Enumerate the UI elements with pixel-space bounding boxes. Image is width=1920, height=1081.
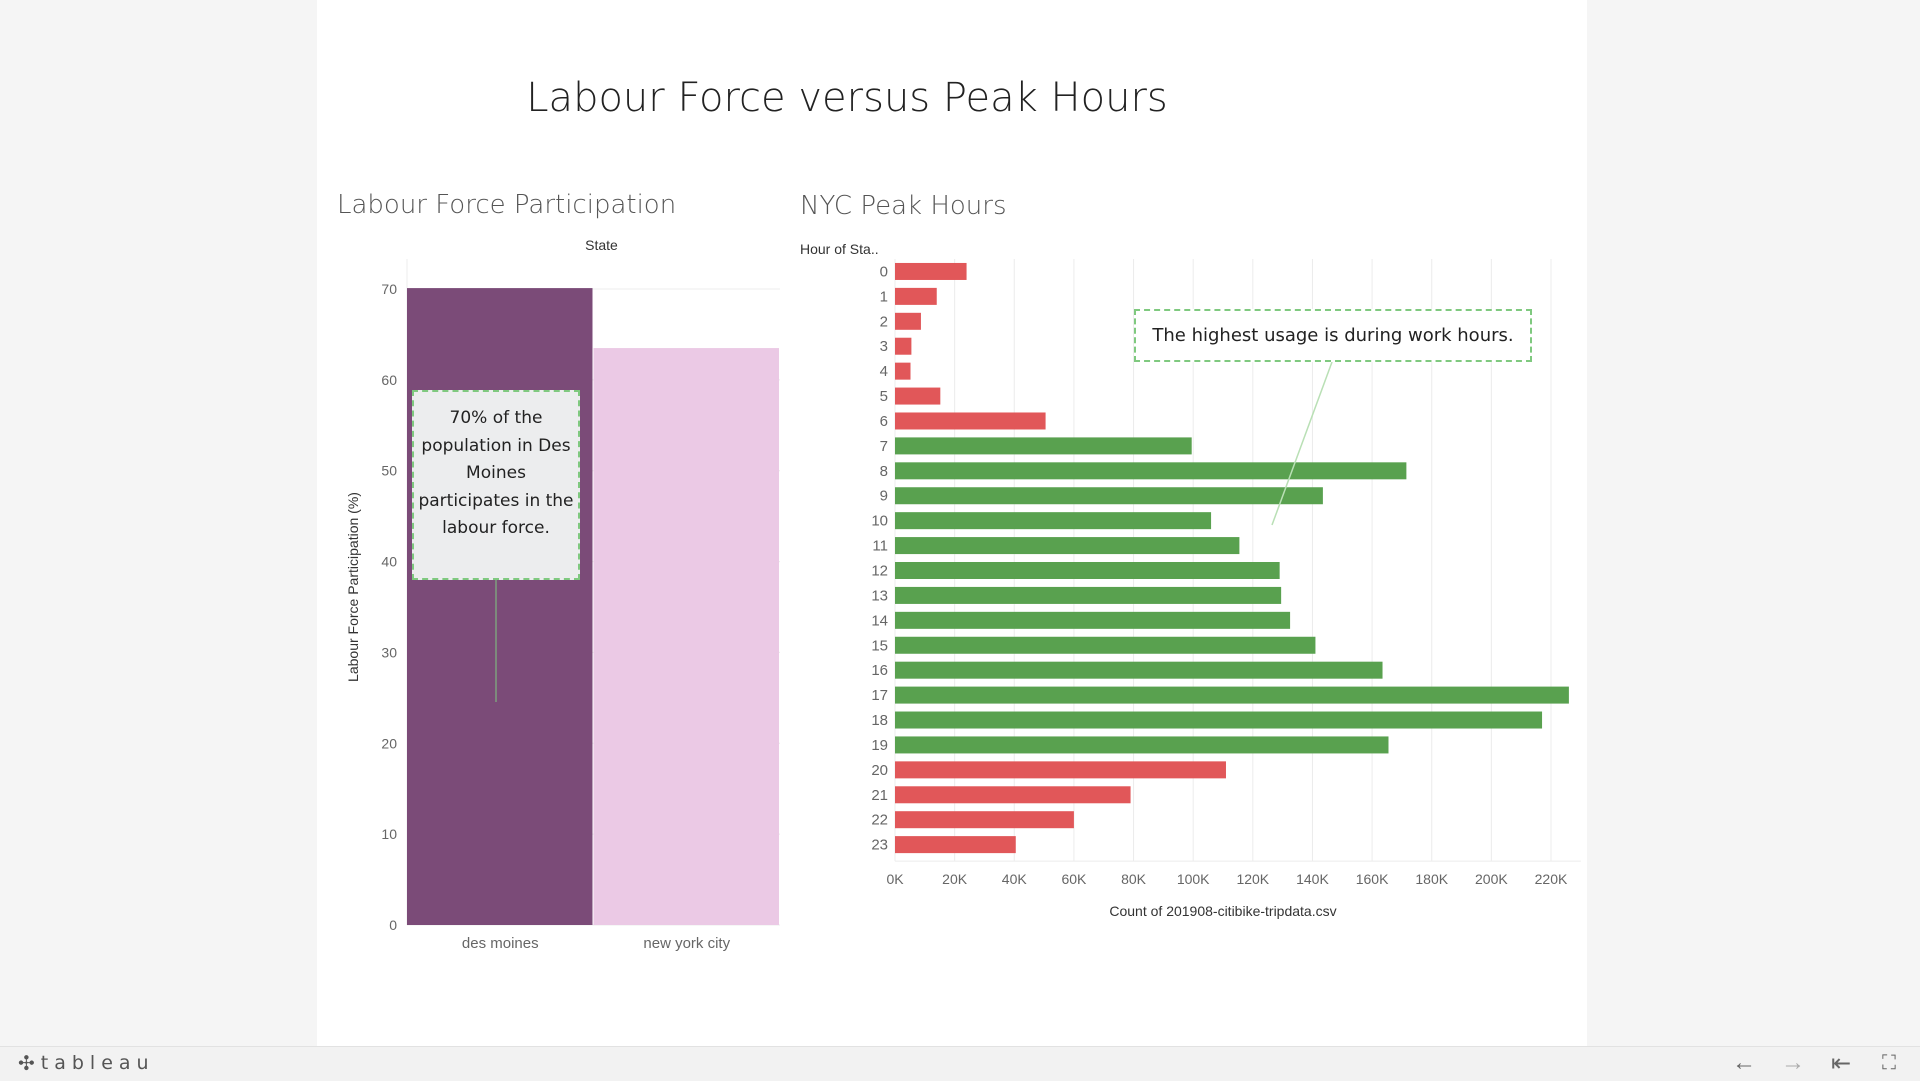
nyc-y-category-label: 16 — [871, 662, 888, 679]
nyc-y-category-label: 0 — [880, 263, 888, 280]
tableau-cross-icon: ✣ — [18, 1051, 35, 1075]
labour-y-tick-label: 40 — [381, 554, 397, 570]
redo-arrow-icon[interactable]: → — [1781, 1049, 1805, 1076]
nyc-bar-hour-9 — [895, 487, 1323, 505]
nyc-bar-hour-5 — [895, 387, 941, 405]
nyc-y-category-label: 23 — [871, 837, 888, 854]
nyc-bar-hour-12 — [895, 562, 1280, 579]
nyc-y-category-label: 11 — [872, 538, 888, 555]
nyc-y-category-label: 21 — [871, 787, 888, 804]
nyc-x-tick-label: 180K — [1415, 871, 1448, 887]
nyc-hours-bar-chart: 0K 20K 40K 60K 80K 100K 120K 140K 160K 180K 200K 22… — [800, 241, 1581, 919]
nyc-x-tick-label: 140K — [1296, 871, 1329, 887]
nyc-y-category-label: 5 — [880, 388, 888, 405]
nyc-bar-hour-22 — [895, 811, 1074, 829]
nyc-x-tick-label: 80K — [1121, 871, 1147, 887]
nyc-x-tick-label: 0K — [886, 871, 904, 887]
labour-annotation: 70% of the population in Des Moines part… — [412, 390, 580, 580]
nyc-y-category-label: 4 — [880, 363, 888, 380]
nyc-bar-hour-23 — [895, 836, 1016, 854]
nyc-y-category-label: 13 — [871, 587, 888, 604]
nyc-annotation-leader — [1271, 361, 1333, 526]
labour-chart-title: Labour Force Participation — [337, 190, 677, 220]
nyc-annotation: The highest usage is during work hours. — [1134, 309, 1532, 362]
nyc-y-axis-title: Hour of Sta.. — [800, 241, 879, 257]
nyc-y-category-label: 14 — [871, 612, 888, 629]
labour-bar-new-york-city — [593, 348, 779, 925]
nyc-bar-hour-14 — [895, 611, 1291, 629]
labour-y-tick-label: 60 — [381, 372, 397, 388]
labour-y-tick-label: 10 — [381, 826, 397, 842]
nyc-y-category-label: 1 — [880, 288, 888, 305]
tableau-logo[interactable]: ✣ tableau — [18, 1051, 155, 1075]
nyc-bar-hour-8 — [895, 462, 1407, 480]
nyc-y-category-label: 20 — [871, 762, 888, 779]
nyc-x-axis-title: Count of 201908-citibike-tripdata.csv — [1109, 903, 1336, 919]
nyc-y-category-label: 15 — [871, 637, 888, 654]
nyc-y-category-label: 7 — [880, 438, 888, 455]
nyc-bar-hour-11 — [895, 537, 1240, 555]
nyc-x-tick-label: 120K — [1236, 871, 1269, 887]
labour-x-category-label: des moines — [462, 935, 539, 952]
revert-icon[interactable]: ⇤ — [1831, 1050, 1852, 1077]
labour-y-axis-title: Labour Force Participation (%) — [345, 492, 361, 682]
nyc-bar-hour-13 — [895, 586, 1282, 604]
nyc-y-category-label: 10 — [871, 513, 888, 530]
nyc-x-tick-label: 200K — [1475, 871, 1508, 887]
nyc-y-category-label: 9 — [880, 488, 888, 505]
labour-y-tick-label: 20 — [381, 735, 397, 751]
viz-toolbar: ✣ tableau ← → ⇤ ⛶ — [0, 1046, 1920, 1081]
labour-y-tick-label: 70 — [381, 281, 397, 297]
nyc-bar-hour-16 — [895, 661, 1383, 679]
fullscreen-icon[interactable]: ⛶ — [1882, 1052, 1896, 1074]
nyc-y-category-label: 3 — [880, 338, 888, 355]
nyc-x-tick-label: 60K — [1061, 871, 1087, 887]
nyc-y-category-label: 17 — [871, 687, 888, 704]
labour-bar-des-moines — [407, 288, 593, 925]
nyc-x-tick-label: 40K — [1002, 871, 1028, 887]
nyc-bar-hour-19 — [895, 736, 1389, 754]
nyc-bar-hour-10 — [895, 512, 1212, 530]
nyc-x-tick-label: 160K — [1356, 871, 1389, 887]
nyc-y-category-label: 12 — [871, 563, 888, 580]
labour-x-category-label: new york city — [643, 935, 730, 952]
labour-x-axis-title: State — [585, 237, 618, 253]
nyc-bar-hour-2 — [895, 312, 921, 330]
labour-y-tick-label: 50 — [381, 463, 397, 479]
undo-arrow-icon[interactable]: ← — [1732, 1049, 1756, 1076]
dashboard-title: Labour Force versus Peak Hours — [526, 75, 1168, 121]
nyc-bar-hour-17 — [895, 686, 1569, 704]
tableau-wordmark: tableau — [40, 1052, 155, 1074]
nyc-bar-hour-18 — [895, 711, 1543, 729]
nyc-y-category-label: 19 — [871, 737, 888, 754]
nyc-y-category-label: 6 — [880, 413, 888, 430]
nyc-y-category-label: 2 — [880, 313, 888, 330]
nyc-bar-hour-3 — [895, 337, 912, 355]
nyc-bar-hour-20 — [895, 761, 1226, 779]
nyc-bar-hour-7 — [895, 437, 1192, 455]
nyc-bar-hour-6 — [895, 412, 1046, 430]
nyc-y-category-label: 8 — [880, 463, 888, 480]
nyc-bar-hour-1 — [895, 287, 937, 305]
nyc-y-category-label: 18 — [871, 712, 888, 729]
nyc-bar-hour-0 — [895, 262, 967, 280]
nyc-bar-hour-15 — [895, 636, 1316, 654]
labour-bar-chart: 0 10 20 30 40 50 60 70 des moines new york city St… — [345, 237, 780, 952]
nyc-bar-hour-21 — [895, 786, 1131, 804]
nyc-x-tick-label: 100K — [1177, 871, 1210, 887]
labour-y-tick-label: 0 — [389, 917, 397, 933]
dashboard-canvas: Labour Force versus Peak Hours Labour Fo… — [317, 0, 1587, 1046]
nyc-chart-title: NYC Peak Hours — [800, 191, 1007, 221]
nyc-x-tick-label: 220K — [1535, 871, 1568, 887]
nyc-x-tick-label: 20K — [942, 871, 968, 887]
nyc-y-category-label: 22 — [871, 812, 888, 829]
nyc-bar-hour-4 — [895, 362, 911, 380]
labour-y-tick-label: 30 — [381, 644, 397, 660]
